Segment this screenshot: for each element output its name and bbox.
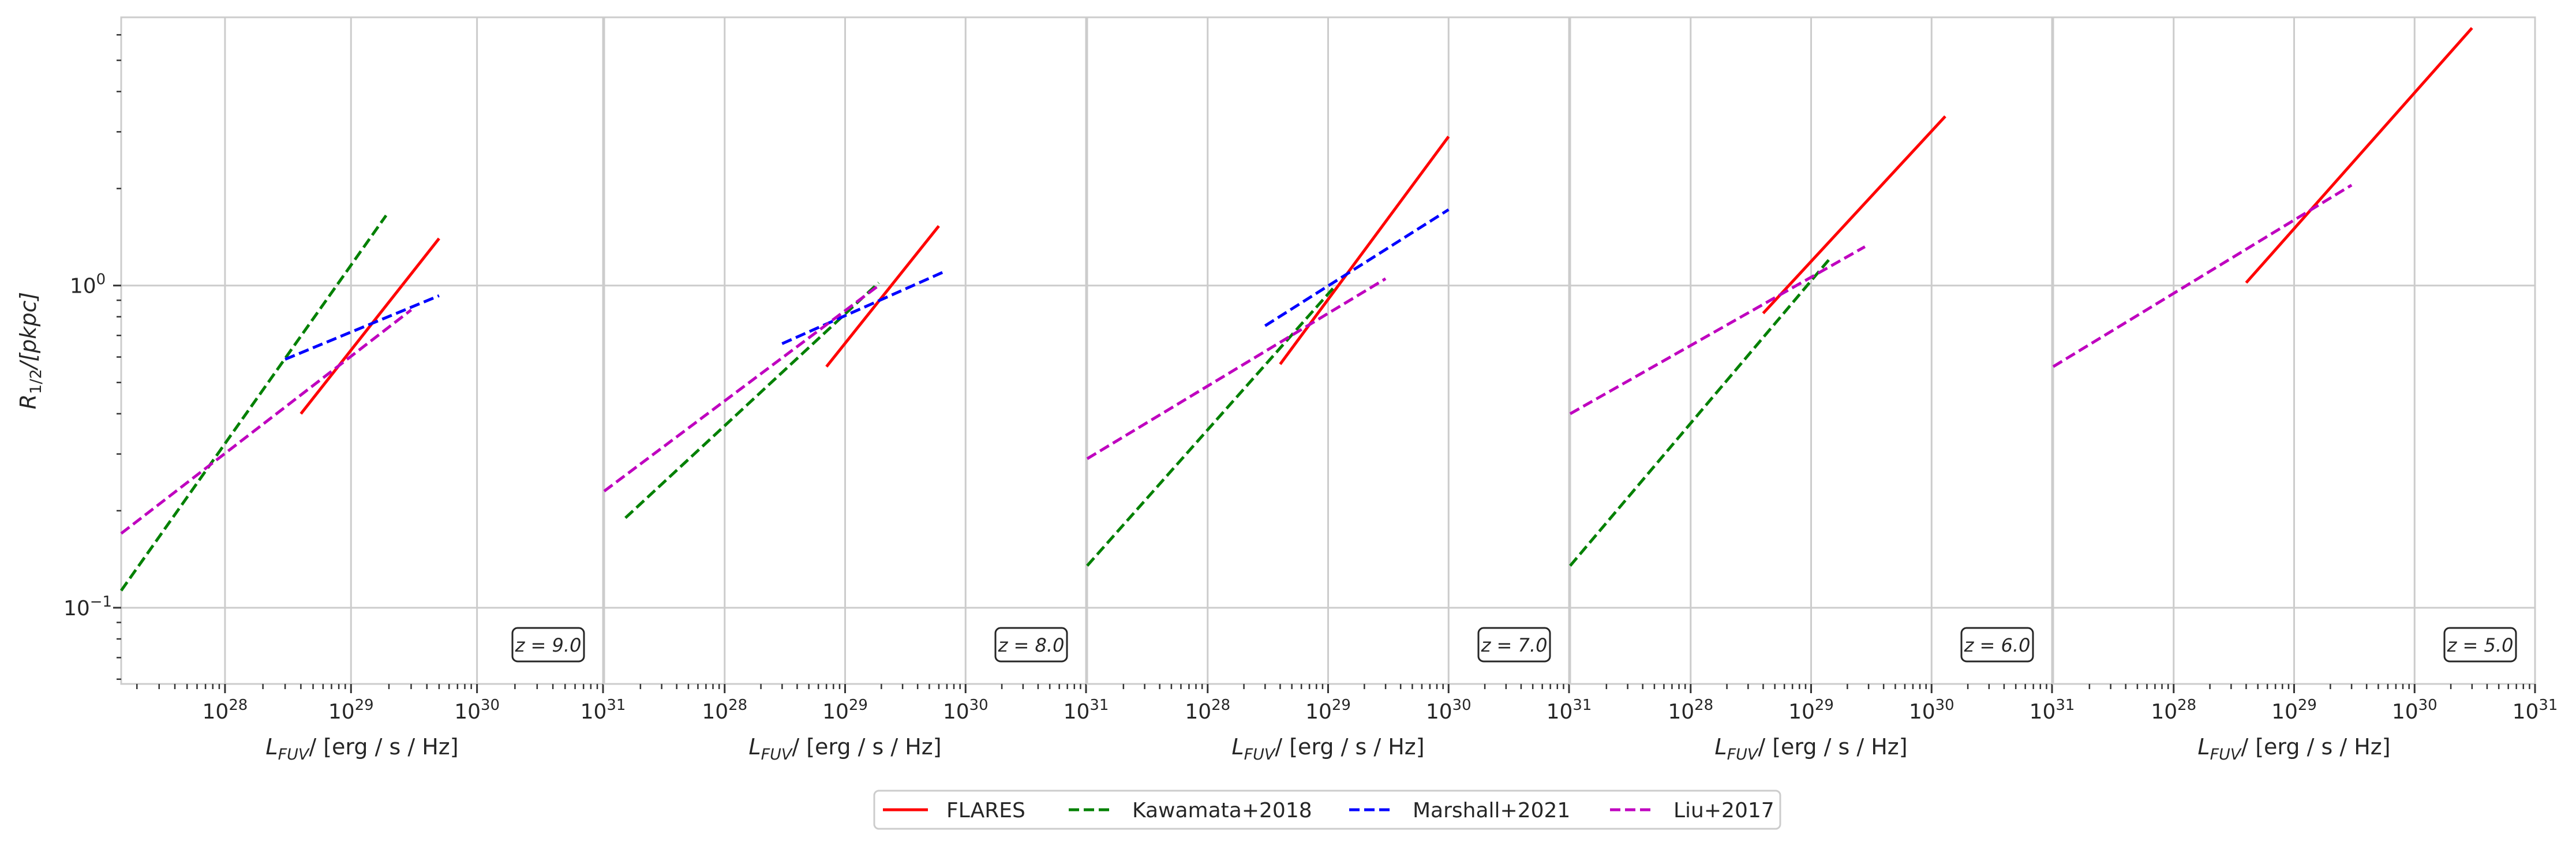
- z-label-box: [994, 627, 1068, 663]
- series-liu-2017: [1569, 245, 1866, 416]
- x-axis-label: LFUV/ [erg / s / Hz]: [265, 734, 458, 764]
- panel-4: 1028 1029 1030 1031 z = 6.0 LFUV/ [erg / s / …: [1569, 16, 2075, 764]
- z-label: z = 8.0: [998, 634, 1065, 656]
- x-axis-label: LFUV/ [erg / s / Hz]: [1231, 734, 1424, 764]
- series-flares: [299, 237, 440, 415]
- series-marshall-2021: [284, 294, 440, 361]
- series-kawamata-2018: [624, 282, 880, 519]
- x-tick-label: 1030: [1909, 697, 1955, 724]
- panels: 1028 1029 1030 1031 z = 9.0 LFUV/ [erg / s / …: [63, 16, 2558, 764]
- x-axis-label: LFUV/ [erg / s / Hz]: [2197, 734, 2390, 764]
- x-tick-label: 1030: [1426, 697, 1472, 724]
- x-tick-label: 1031: [1064, 697, 1109, 724]
- x-tick-label: 1029: [1305, 697, 1351, 724]
- x-tick-label: 1028: [1668, 697, 1713, 724]
- z-label-box: [1960, 627, 2034, 663]
- x-tick-label: 1031: [2513, 697, 2558, 724]
- legend: FLARES Kawamata+2018 Marshall+2021 Liu+2017: [873, 790, 1781, 830]
- x-tick-label: 1028: [203, 697, 248, 724]
- series-liu-2017: [1086, 277, 1387, 460]
- panel-2: 1028 1029 1030 1031 z = 8.0 LFUV/ [erg / s / …: [603, 16, 1109, 764]
- y-axis-label: R1/2/[pkpc]: [16, 292, 45, 409]
- x-axis-label: LFUV/ [erg / s / Hz]: [748, 734, 941, 764]
- series-kawamata-2018: [1569, 259, 1830, 567]
- x-tick-label: 1028: [702, 697, 747, 724]
- series-flares: [1279, 136, 1450, 365]
- z-label-box: [2443, 627, 2517, 663]
- x-tick-label: 1029: [2271, 697, 2317, 724]
- legend-box: [873, 790, 1781, 830]
- x-tick-label: 1029: [822, 697, 868, 724]
- series-flares: [825, 225, 940, 368]
- z-label: z = 9.0: [515, 634, 582, 656]
- series-marshall-2021: [1264, 208, 1450, 327]
- x-tick-label: 1030: [454, 697, 500, 724]
- z-label: z = 6.0: [1964, 634, 2031, 656]
- series-liu-2017: [120, 309, 413, 535]
- x-tick-label: 1028: [1185, 697, 1230, 724]
- x-tick-label: 1031: [581, 697, 626, 724]
- x-tick-label: 1030: [2392, 697, 2438, 724]
- x-tick-label: 1029: [1788, 697, 1834, 724]
- legend-label: FLARES: [946, 799, 1025, 822]
- series-marshall-2021: [781, 271, 944, 345]
- x-tick-label: 1031: [1547, 697, 1592, 724]
- z-label-box: [511, 627, 585, 663]
- x-axis-label: LFUV/ [erg / s / Hz]: [1714, 734, 1907, 764]
- legend-label: Liu+2017: [1673, 799, 1774, 822]
- panel-1: 1028 1029 1030 1031 z = 9.0 LFUV/ [erg / s / …: [119, 16, 626, 764]
- panel-3: 1028 1029 1030 1031 z = 7.0 LFUV/ [erg / s / …: [1086, 16, 1592, 764]
- x-tick-label: 1028: [2151, 697, 2196, 724]
- z-label-box: [1477, 627, 1551, 663]
- x-tick-label: 1029: [328, 697, 374, 724]
- legend-label: Marshall+2021: [1413, 799, 1570, 822]
- x-tick-label: 1031: [2030, 697, 2075, 724]
- plot-frame: [120, 16, 604, 685]
- y-tick-label: 100: [70, 271, 106, 298]
- y-tick-label: 10−1: [63, 593, 112, 620]
- legend-label: Kawamata+2018: [1132, 799, 1312, 822]
- series-kawamata-2018: [1086, 287, 1334, 567]
- z-label: z = 7.0: [1481, 634, 1548, 656]
- series-kawamata-2018: [119, 214, 388, 592]
- z-label: z = 5.0: [2447, 634, 2514, 656]
- series-flares: [2245, 27, 2473, 284]
- series-liu-2017: [2052, 184, 2353, 368]
- panel-5: 1028 1029 1030 1031 z = 5.0 LFUV/ [erg / s / …: [2052, 16, 2558, 764]
- series-flares: [1762, 115, 1946, 315]
- series-liu-2017: [603, 284, 880, 493]
- x-tick-label: 1030: [943, 697, 989, 724]
